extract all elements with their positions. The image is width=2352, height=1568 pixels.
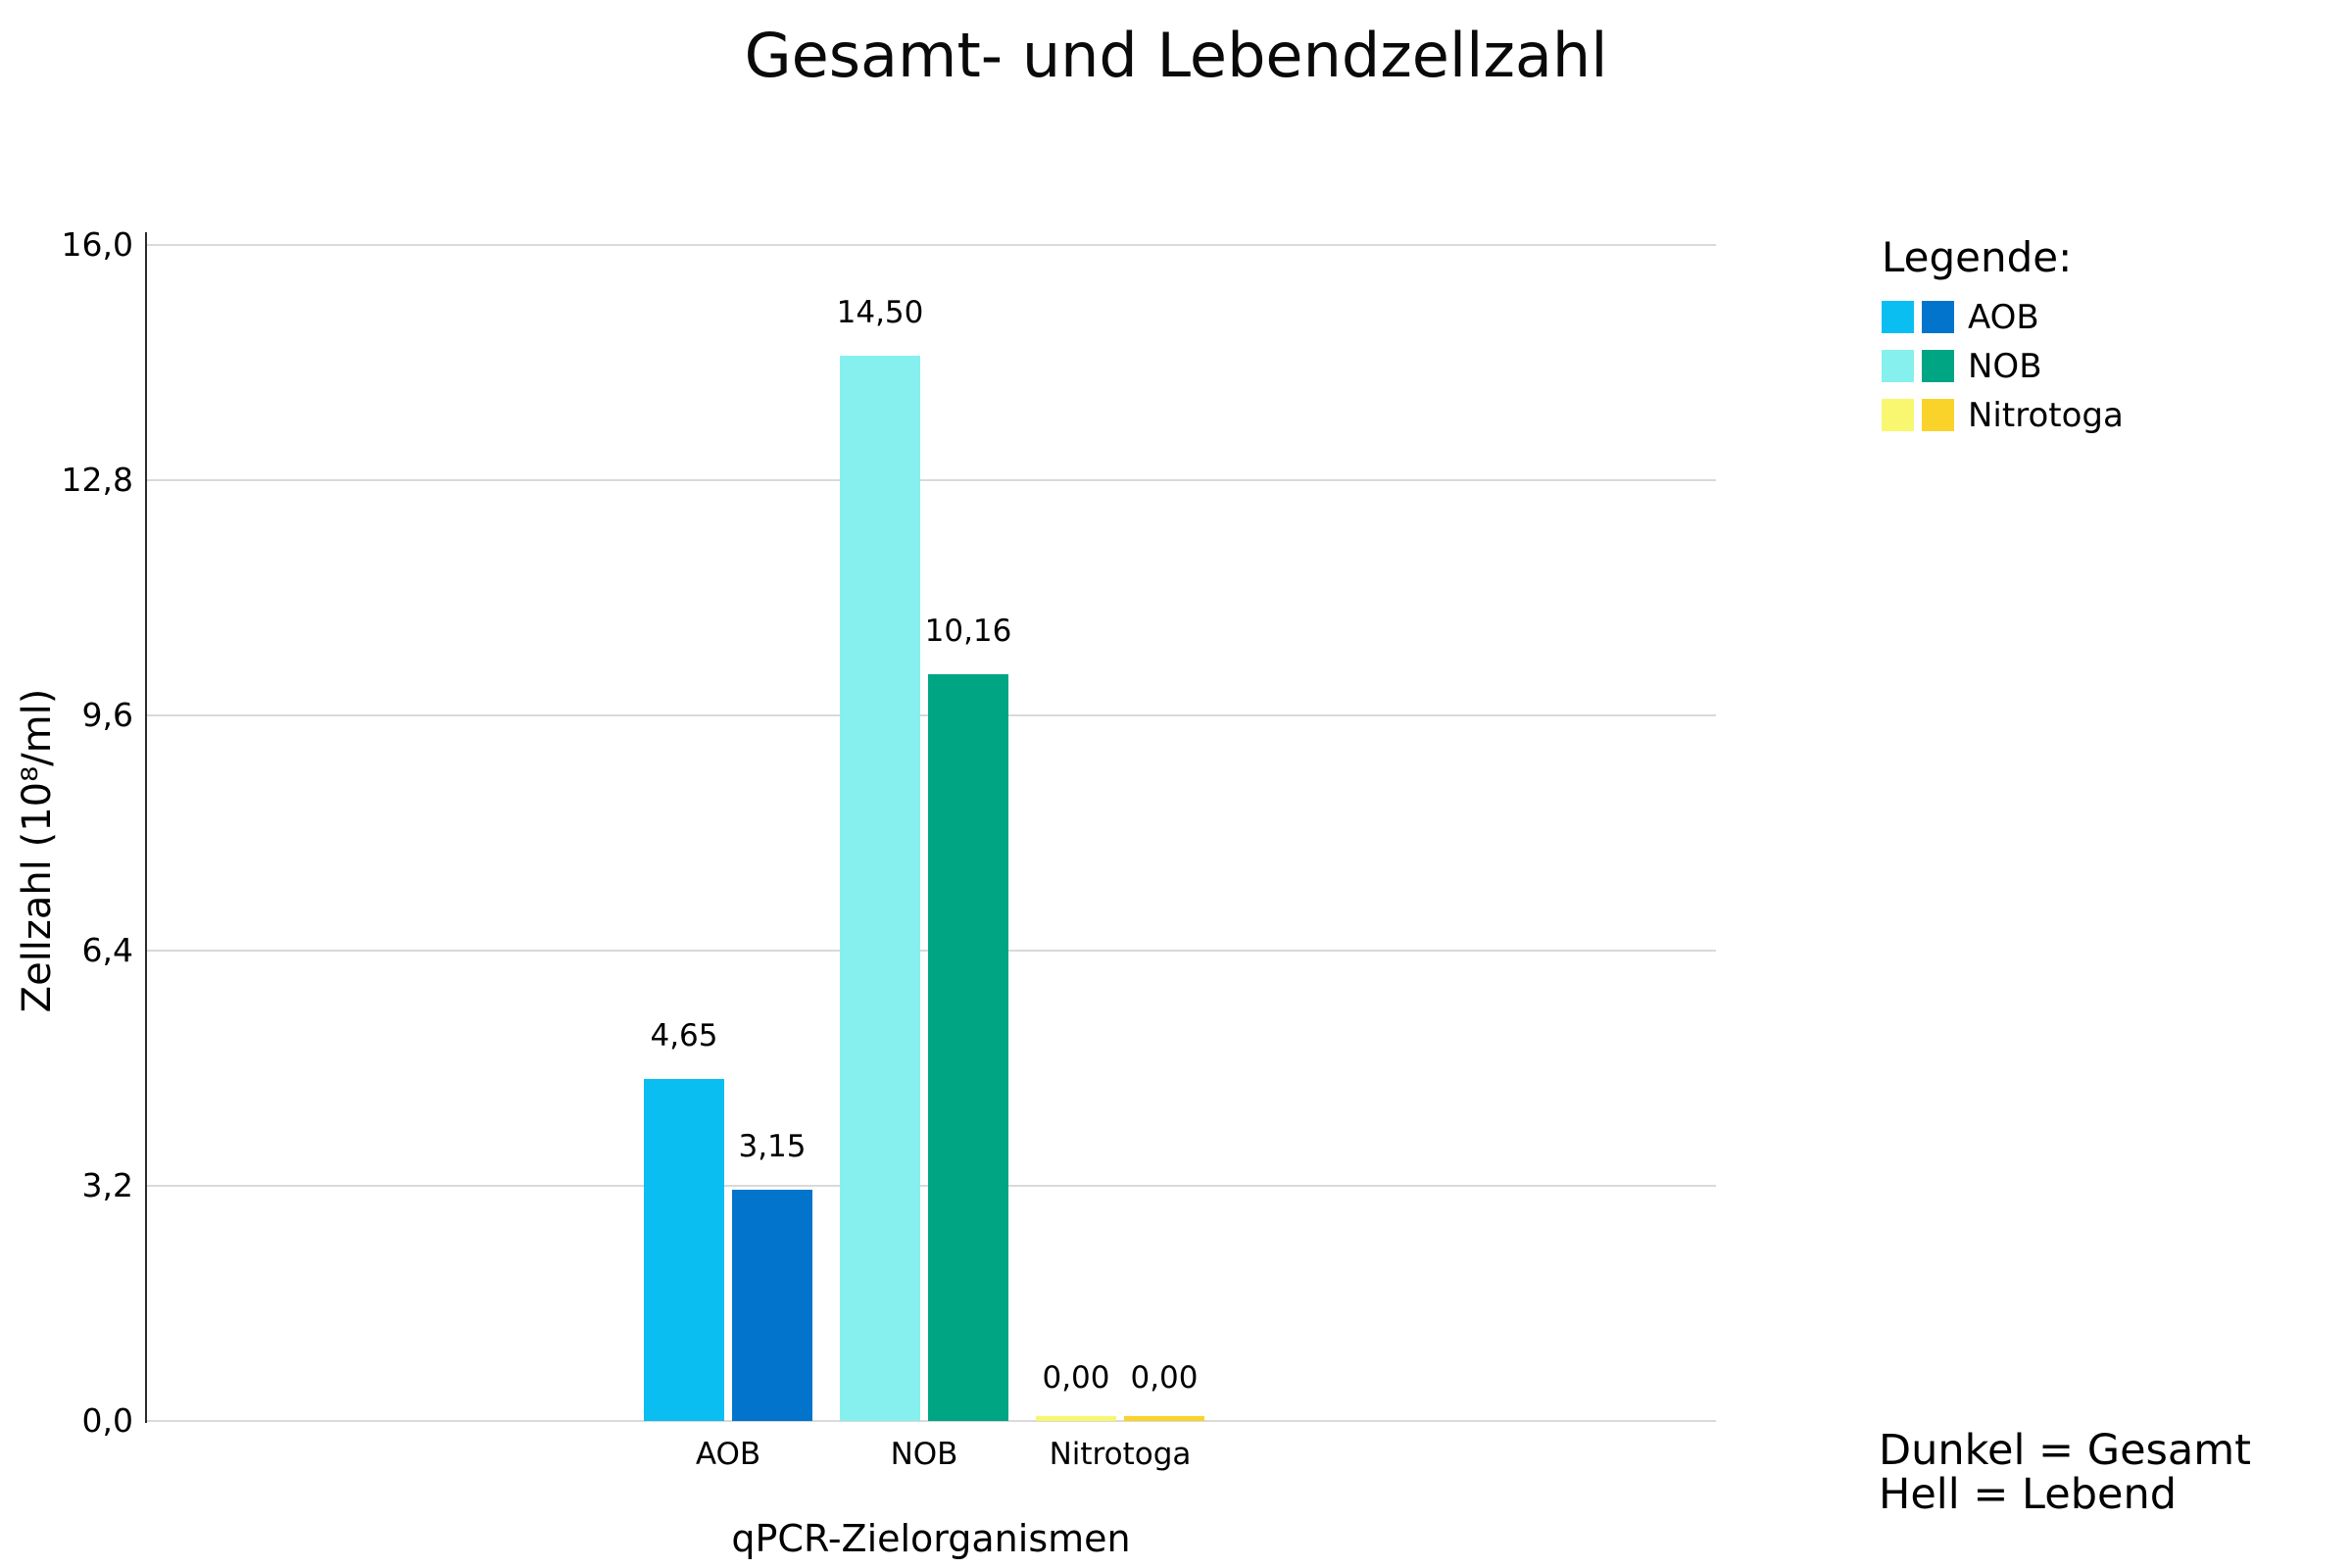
legend-label-nob: NOB — [1968, 346, 2042, 386]
x-tick-label-aob: AOB — [695, 1437, 761, 1472]
gridline-16,0 — [147, 244, 1716, 246]
bar-nitrotoga-hell — [1036, 1416, 1116, 1421]
legend-label-nitrotoga: Nitrotoga — [1968, 395, 2124, 435]
bar-nob-hell — [840, 355, 920, 1421]
legend: Legende: AOB NOB Nitrotoga — [1882, 233, 2124, 448]
color-key-line-light: Hell = Lebend — [1879, 1469, 2178, 1519]
legend-swatch-light-nob — [1882, 350, 1914, 382]
bar-value-label: 4,65 — [650, 1018, 718, 1054]
legend-swatch-dark-aob — [1922, 301, 1954, 333]
x-tick-label-nitrotoga: Nitrotoga — [1049, 1437, 1192, 1472]
legend-swatch-light-nitrotoga — [1882, 399, 1914, 431]
legend-item-aob: AOB — [1882, 298, 2124, 337]
legend-label-aob: AOB — [1968, 297, 2039, 337]
bar-value-label: 0,00 — [1130, 1360, 1199, 1396]
bar-value-label: 10,16 — [924, 613, 1012, 649]
x-tick-label-nob: NOB — [890, 1437, 958, 1472]
bar-nitrotoga-dunkel — [1124, 1416, 1204, 1421]
y-tick-label: 16,0 — [61, 225, 133, 264]
y-axis-line — [145, 232, 147, 1423]
legend-item-nob: NOB — [1882, 347, 2124, 386]
bar-aob-hell — [644, 1079, 724, 1421]
bar-value-label: 3,15 — [738, 1128, 807, 1164]
legend-swatch-dark-nitrotoga — [1922, 399, 1954, 431]
plot-area: 4,65 3,15 14,50 10,16 0,00 0,00 — [147, 244, 1716, 1422]
y-tick-label: 6,4 — [81, 931, 133, 969]
gridline-12,8 — [147, 479, 1716, 481]
legend-title: Legende: — [1882, 233, 2073, 281]
legend-swatch-dark-nob — [1922, 350, 1954, 382]
y-tick-label: 9,6 — [81, 696, 133, 734]
y-tick-label: 0,0 — [81, 1401, 133, 1440]
bar-value-label: 14,50 — [836, 294, 924, 330]
y-tick-label: 12,8 — [61, 461, 133, 499]
chart-title: Gesamt- und Lebendzellzahl — [744, 20, 1608, 91]
gridline-0,0 — [147, 1420, 1716, 1422]
bar-aob-dunkel — [732, 1189, 812, 1421]
color-key-line-dark: Dunkel = Gesamt — [1879, 1426, 2252, 1475]
bar-value-label: 0,00 — [1042, 1360, 1110, 1396]
x-axis-title: qPCR-Zielorganismen — [731, 1517, 1131, 1560]
legend-swatch-light-aob — [1882, 301, 1914, 333]
bar-nob-dunkel — [928, 674, 1008, 1421]
legend-item-nitrotoga: Nitrotoga — [1882, 396, 2124, 435]
legend-items: AOB NOB Nitrotoga — [1882, 298, 2124, 435]
color-key-note: Dunkel = Gesamt Hell = Lebend — [1879, 1429, 2251, 1516]
y-tick-label: 3,2 — [81, 1166, 133, 1204]
